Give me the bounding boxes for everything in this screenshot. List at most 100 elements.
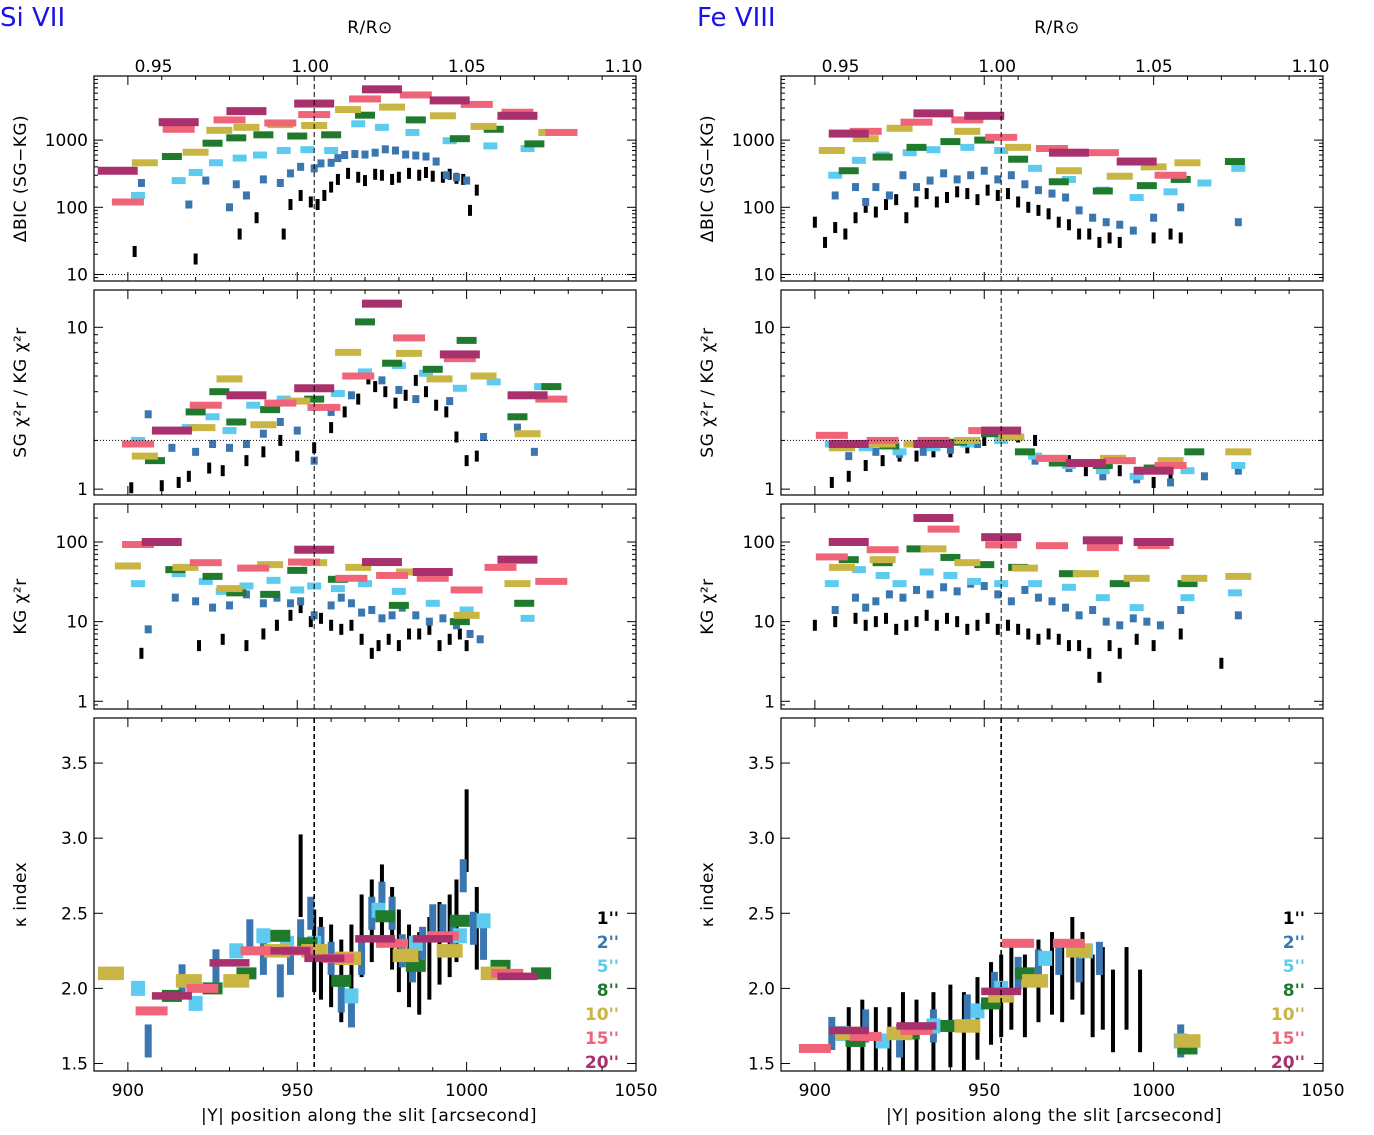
marker-5arcsec xyxy=(828,171,843,179)
marker-1arcsec xyxy=(955,186,960,198)
marker-5arcsec xyxy=(425,599,440,607)
marker-1arcsec xyxy=(474,450,479,462)
marker-1arcsec xyxy=(944,612,949,624)
marker-1arcsec xyxy=(880,455,885,467)
marker-1arcsec xyxy=(1097,671,1102,683)
series-group xyxy=(812,109,1246,248)
marker-8arcsec xyxy=(1048,178,1069,186)
marker-5arcsec xyxy=(239,582,254,590)
marker-1arcsec xyxy=(339,623,344,635)
marker-15arcsec xyxy=(240,946,273,956)
marker-8arcsec xyxy=(1048,459,1069,467)
marker-1arcsec xyxy=(863,459,868,471)
marker-2arcsec xyxy=(469,911,477,945)
marker-2arcsec xyxy=(429,904,437,938)
marker-20arcsec xyxy=(497,555,538,564)
marker-2arcsec xyxy=(310,611,318,620)
x-tick-label: 950 xyxy=(281,1081,313,1101)
marker-1arcsec xyxy=(417,628,422,640)
marker-2arcsec xyxy=(1102,218,1110,227)
marker-2arcsec xyxy=(919,447,927,456)
marker-8arcsec xyxy=(226,418,247,426)
marker-15arcsec xyxy=(927,525,960,533)
marker-2arcsec xyxy=(381,145,389,154)
marker-2arcsec xyxy=(297,597,305,606)
marker-2arcsec xyxy=(395,385,403,394)
marker-2arcsec xyxy=(513,423,521,432)
marker-2arcsec xyxy=(963,994,971,1028)
marker-2arcsec xyxy=(327,407,335,416)
marker-15arcsec xyxy=(393,334,426,342)
top-tick-label: 1.00 xyxy=(978,57,1016,77)
marker-2arcsec xyxy=(940,169,948,178)
marker-2arcsec xyxy=(896,1024,904,1058)
marker-1arcsec xyxy=(1124,947,1129,1030)
marker-2arcsec xyxy=(168,443,176,452)
marker-1arcsec xyxy=(315,199,320,211)
marker-1arcsec xyxy=(1178,232,1183,244)
marker-1arcsec xyxy=(220,633,225,645)
marker-2arcsec xyxy=(1234,611,1242,620)
marker-5arcsec xyxy=(324,147,339,155)
marker-5arcsec xyxy=(358,368,372,376)
marker-5arcsec xyxy=(1227,589,1242,597)
marker-8arcsec xyxy=(872,153,893,161)
marker-2arcsec xyxy=(242,440,250,449)
marker-15arcsec xyxy=(335,574,368,582)
marker-2arcsec xyxy=(1089,606,1097,615)
y-tick-label: 10 xyxy=(753,265,775,285)
marker-8arcsec xyxy=(355,111,375,119)
marker-5arcsec xyxy=(391,587,406,595)
marker-1arcsec xyxy=(985,184,990,196)
marker-1arcsec xyxy=(329,422,334,434)
marker-20arcsec xyxy=(913,109,954,118)
y-tick-label: 3.5 xyxy=(61,754,88,774)
marker-2arcsec xyxy=(459,859,467,893)
marker-2arcsec xyxy=(476,635,484,644)
marker-5arcsec xyxy=(520,145,535,153)
marker-2arcsec xyxy=(439,614,447,623)
marker-8arcsec xyxy=(270,929,291,942)
marker-5arcsec xyxy=(943,571,958,579)
fe-viii-figure: Fe VIII R/R⊙ |Y| position along the slit… xyxy=(697,3,1345,1126)
marker-5arcsec xyxy=(358,580,372,588)
marker-2arcsec xyxy=(347,599,355,608)
marker-2arcsec xyxy=(171,593,179,602)
marker-1arcsec xyxy=(1056,216,1061,228)
marker-2arcsec xyxy=(337,593,345,602)
marker-2arcsec xyxy=(425,617,433,626)
marker-2arcsec xyxy=(412,151,420,160)
marker-20arcsec xyxy=(151,992,192,1000)
marker-1arcsec xyxy=(995,623,1000,635)
marker-1arcsec xyxy=(955,616,960,628)
marker-5arcsec xyxy=(967,577,982,585)
marker-15arcsec xyxy=(849,1031,882,1041)
marker-1arcsec xyxy=(139,647,144,659)
marker-8arcsec xyxy=(422,365,443,373)
marker-1arcsec xyxy=(349,619,354,631)
marker-2arcsec xyxy=(1099,472,1107,481)
marker-15arcsec xyxy=(900,1025,933,1035)
marker-1arcsec xyxy=(1046,628,1051,640)
marker-1arcsec xyxy=(1097,236,1102,248)
marker-2arcsec xyxy=(276,417,284,426)
marker-2arcsec xyxy=(1150,213,1158,222)
marker-5arcsec xyxy=(1028,452,1043,460)
marker-8arcsec xyxy=(253,131,274,139)
marker-1arcsec xyxy=(995,189,1000,201)
marker-1arcsec xyxy=(931,446,936,458)
marker-2arcsec xyxy=(1234,466,1242,475)
marker-2arcsec xyxy=(845,452,853,461)
marker-8arcsec xyxy=(838,556,859,564)
marker-10arcsec xyxy=(216,585,243,593)
marker-1arcsec xyxy=(1077,228,1082,240)
marker-1arcsec xyxy=(1168,228,1173,240)
marker-15arcsec xyxy=(376,938,409,948)
legend-2-arcsec: 2'' xyxy=(1283,933,1305,953)
marker-20arcsec xyxy=(361,299,402,308)
marker-15arcsec xyxy=(349,95,381,103)
marker-8arcsec xyxy=(974,136,995,144)
marker-10arcsec xyxy=(1055,167,1082,175)
marker-10arcsec xyxy=(920,545,947,553)
marker-2arcsec xyxy=(1062,193,1070,202)
